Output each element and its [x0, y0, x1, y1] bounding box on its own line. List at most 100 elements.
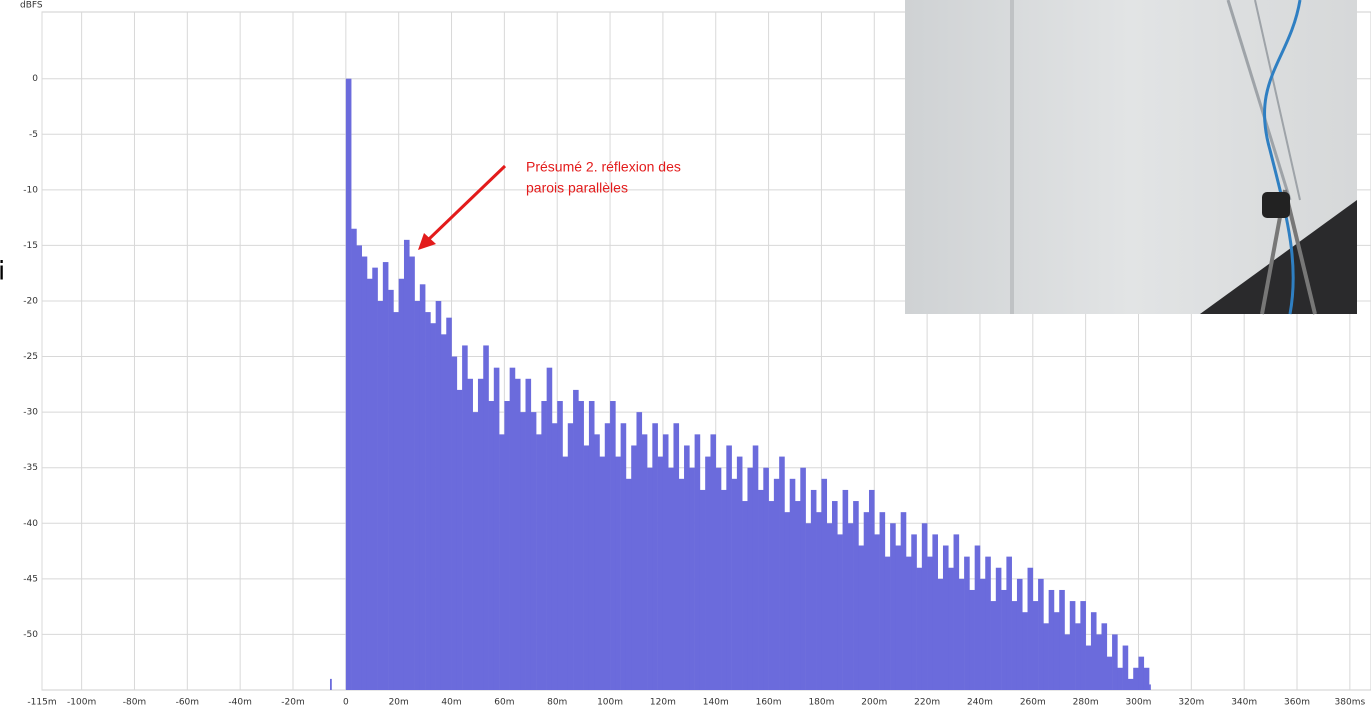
bar	[905, 556, 912, 690]
bar	[678, 478, 685, 690]
bar	[366, 278, 373, 690]
bar	[530, 412, 537, 690]
y-tick-label: 0	[32, 74, 38, 84]
bar	[858, 545, 865, 690]
bar	[451, 356, 458, 690]
annotation-arrowhead	[418, 233, 436, 250]
x-tick-label: 100m	[597, 698, 623, 708]
bar	[594, 434, 600, 690]
bar	[1064, 634, 1071, 690]
bar	[446, 317, 452, 690]
bar	[351, 228, 357, 690]
y-tick-label: -35	[23, 463, 38, 473]
bar	[382, 262, 389, 690]
bar	[773, 478, 780, 690]
bar	[1090, 612, 1097, 690]
bar	[1138, 656, 1145, 690]
bar	[821, 478, 828, 690]
bar	[377, 300, 384, 690]
bar	[1080, 601, 1086, 690]
bar	[536, 434, 542, 690]
bar	[1069, 601, 1076, 690]
bar	[694, 434, 701, 690]
bar	[430, 323, 436, 690]
bar	[1001, 589, 1007, 690]
bar	[1085, 645, 1092, 690]
bar	[652, 423, 658, 690]
bar	[942, 545, 949, 690]
x-tick-label: -100m	[67, 698, 96, 708]
x-tick-label: 60m	[494, 698, 514, 708]
bar	[620, 423, 627, 690]
annotation: parois parallèles	[526, 180, 628, 196]
bar	[1112, 634, 1118, 690]
bar	[826, 523, 833, 690]
bar	[567, 423, 574, 690]
bar	[995, 567, 1002, 690]
bar	[456, 389, 463, 690]
x-tick-label: 320m	[1178, 698, 1204, 708]
bar	[551, 423, 558, 690]
bar	[409, 256, 415, 690]
bar	[958, 578, 965, 690]
y-axis-label: dBFS	[20, 1, 43, 11]
bar	[388, 289, 394, 690]
bar	[879, 512, 886, 690]
bar	[747, 467, 754, 690]
bar	[329, 678, 332, 690]
bar	[398, 278, 405, 690]
bar	[615, 456, 621, 690]
bar	[1106, 656, 1113, 690]
x-tick-label: 180m	[808, 698, 834, 708]
x-tick-label: 80m	[547, 698, 567, 708]
y-tick-label: -50	[23, 630, 38, 640]
bar	[1149, 684, 1151, 690]
bar	[847, 523, 854, 690]
bar	[393, 312, 399, 690]
bar	[440, 334, 447, 690]
bar	[414, 300, 421, 690]
bar	[758, 489, 764, 690]
x-tick-label: 200m	[861, 698, 887, 708]
bar	[472, 412, 479, 690]
bar	[1032, 601, 1039, 690]
bar	[514, 378, 521, 690]
bar	[1006, 556, 1012, 690]
y-tick-label: -45	[23, 574, 38, 584]
bar	[1053, 612, 1060, 690]
x-tick-label: 40m	[441, 698, 461, 708]
bar	[483, 345, 489, 690]
bar	[625, 478, 632, 690]
bar	[657, 456, 664, 690]
bar	[477, 378, 484, 690]
bar	[736, 456, 743, 690]
bar	[795, 501, 801, 690]
bar	[699, 489, 706, 690]
bar	[1143, 667, 1150, 690]
bar	[636, 412, 643, 690]
bar	[684, 445, 690, 690]
bar	[837, 534, 843, 690]
bar	[562, 456, 569, 690]
bar	[800, 467, 806, 690]
bar	[1117, 667, 1123, 690]
y-tick-label: -15	[23, 241, 38, 251]
bar	[911, 534, 917, 690]
bar	[1122, 645, 1129, 690]
bar	[990, 601, 997, 690]
bar	[435, 300, 442, 690]
bar	[419, 284, 426, 690]
bar	[1038, 578, 1044, 690]
bar	[1016, 578, 1023, 690]
bar	[1059, 589, 1065, 690]
bar	[467, 378, 473, 690]
x-tick-label: 0	[343, 698, 349, 708]
bar	[610, 401, 616, 690]
y-tick-label: -20	[23, 296, 38, 306]
bar	[1101, 623, 1108, 690]
bar	[525, 378, 532, 690]
bar	[705, 456, 711, 690]
bar	[1027, 567, 1034, 690]
y-tick-label: -25	[23, 352, 38, 362]
bar	[789, 478, 796, 690]
